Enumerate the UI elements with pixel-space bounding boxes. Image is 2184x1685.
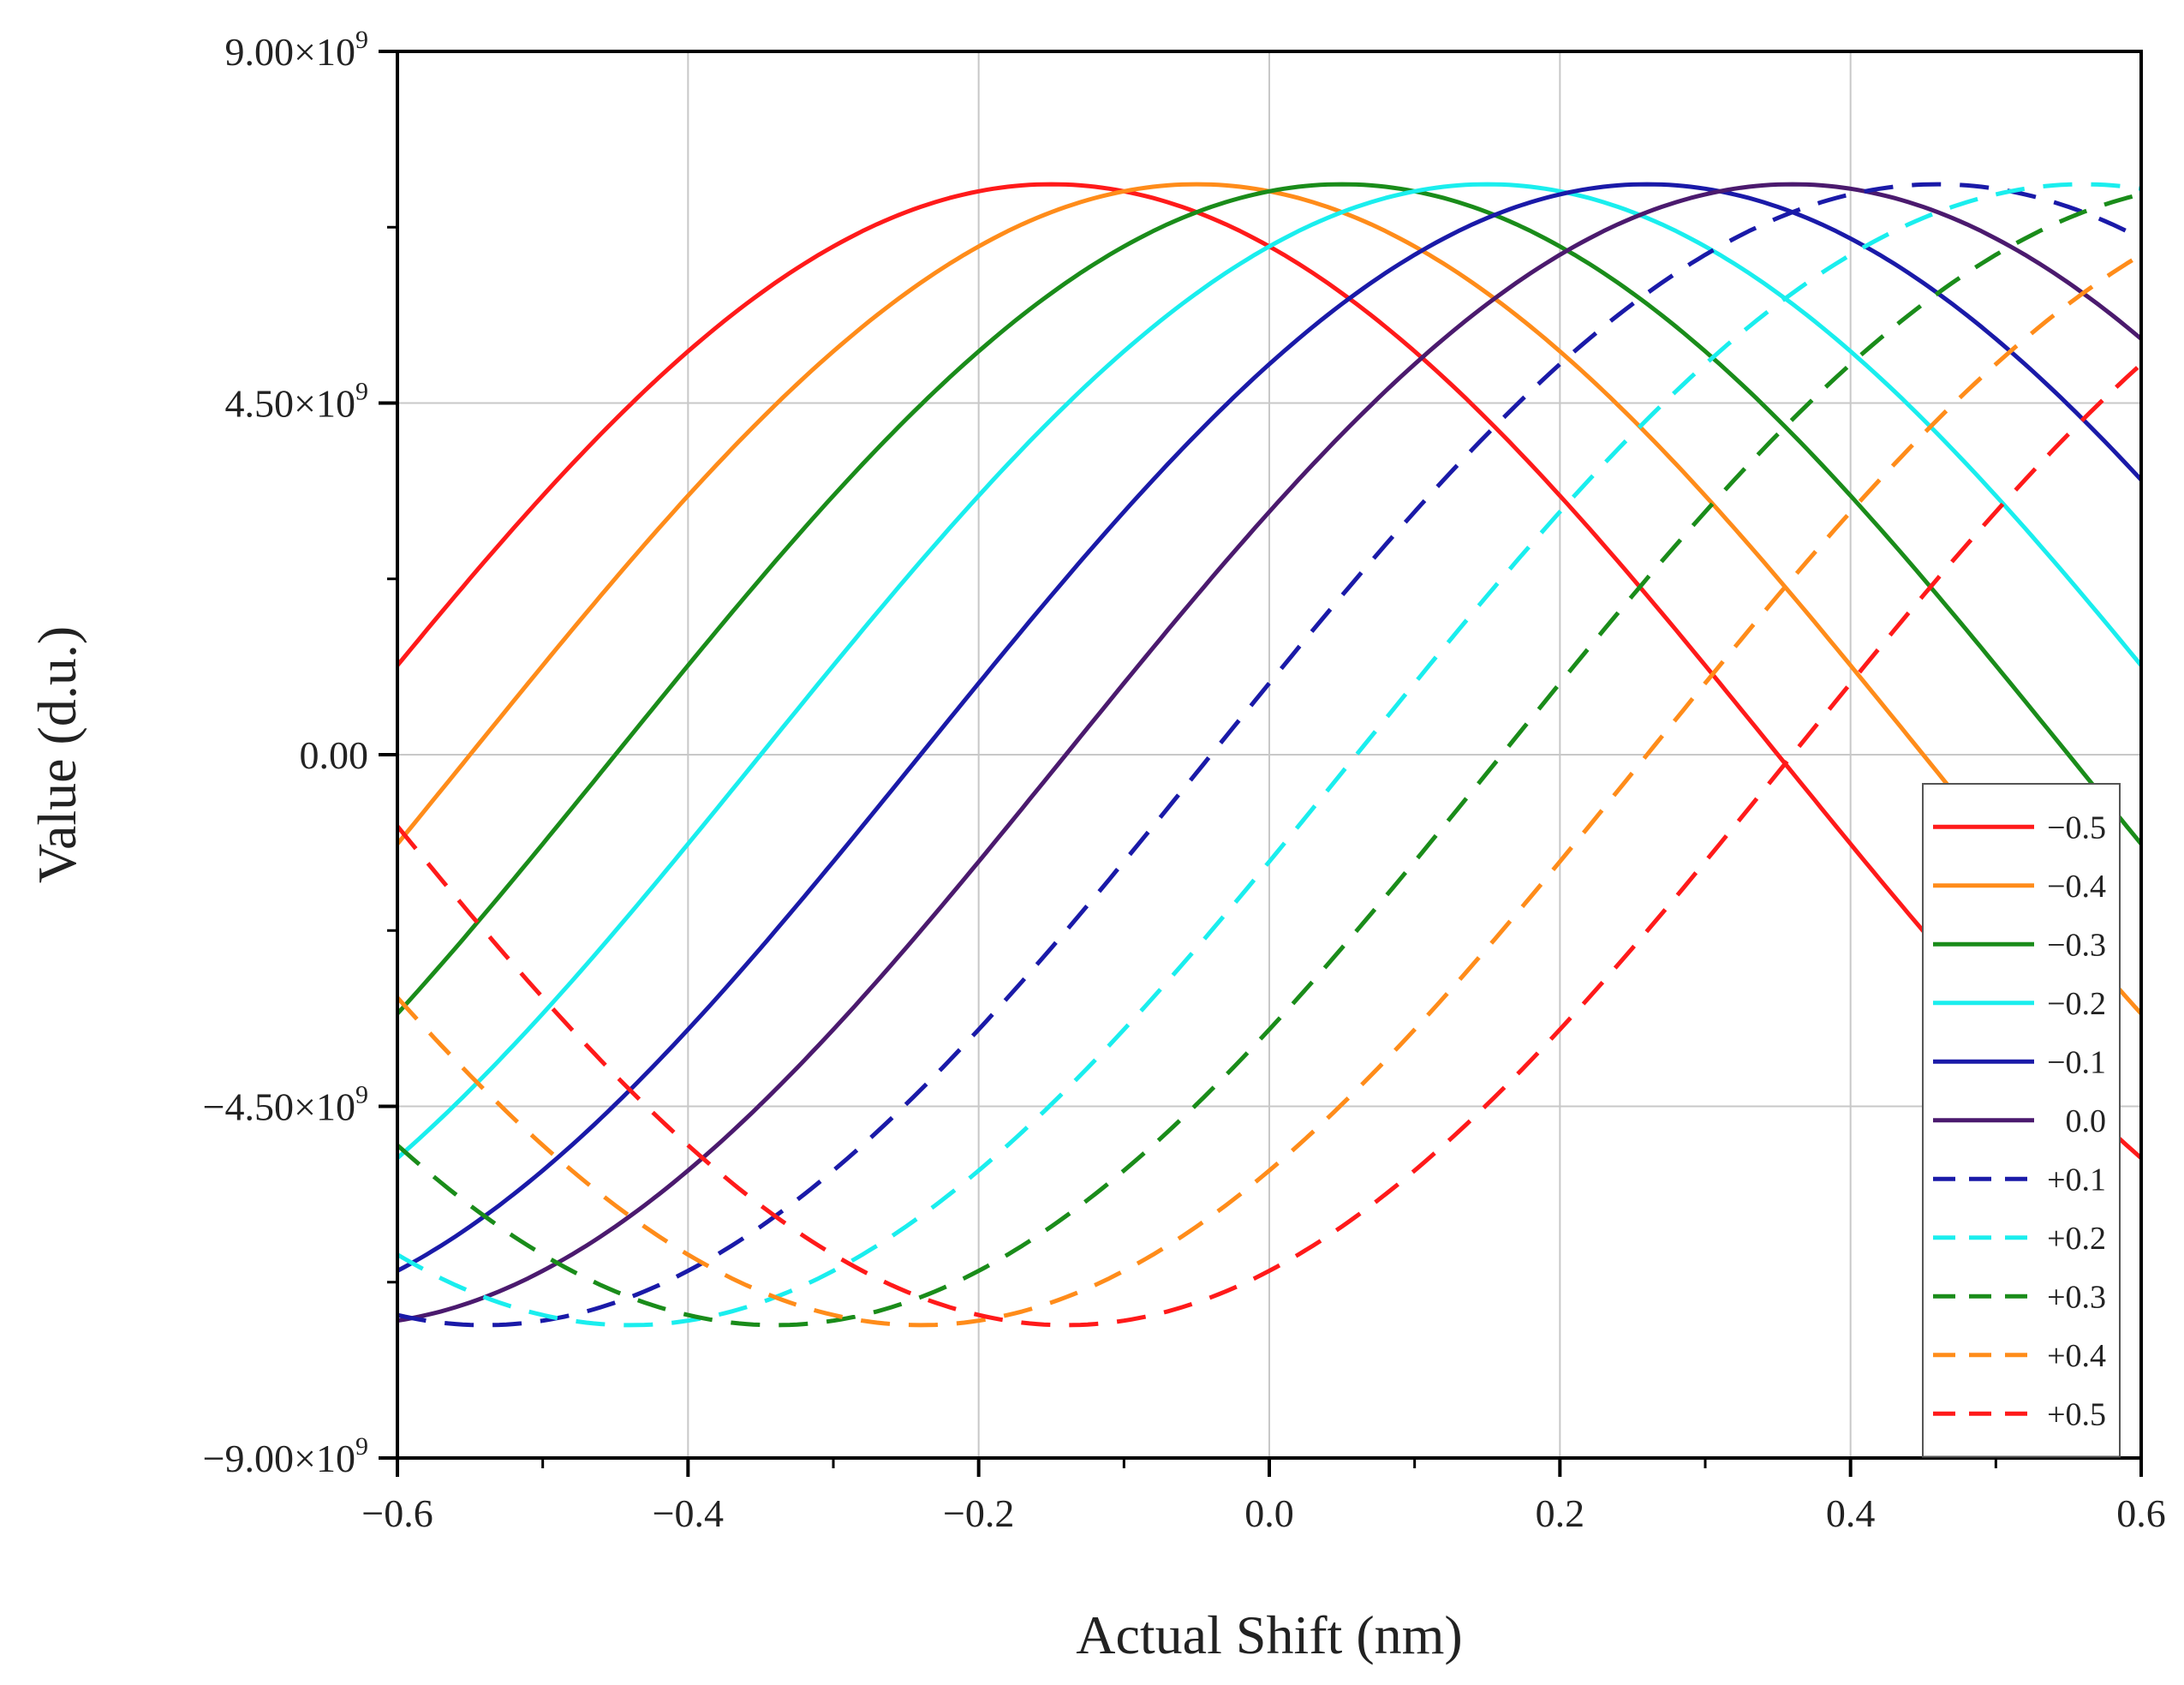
x-tick-label: 0.6 (2116, 1491, 2166, 1535)
x-tick-label: −0.4 (653, 1491, 724, 1535)
series-line (397, 182, 2141, 1273)
legend-label: +0.2 (2047, 1221, 2106, 1257)
y-tick-label: 0.00 (300, 733, 369, 777)
series-line (397, 182, 2141, 1328)
legend-label: +0.1 (2047, 1162, 2106, 1198)
y-tick-label: −4.50×109 (203, 1081, 368, 1129)
series-layer (397, 182, 2141, 1328)
y-tick-label: −9.00×109 (203, 1432, 368, 1480)
x-tick-label: 0.0 (1244, 1491, 1294, 1535)
legend-label: 0.0 (2066, 1103, 2107, 1139)
grid (397, 51, 2141, 1458)
legend-label: −0.2 (2047, 986, 2106, 1022)
x-tick-label: 0.4 (1826, 1491, 1876, 1535)
ticks: −0.6 −0.4 −0.2 0.0 0.2 0.4 0.6 9.00×109 4.50×109… (203, 26, 2166, 1535)
series-line (397, 182, 2141, 1015)
x-tick-label: −0.2 (943, 1491, 1014, 1535)
series-line (397, 362, 2141, 1328)
x-axis-title: Actual Shift (nm) (1076, 1604, 1462, 1665)
y-tick-label: 9.00×109 (225, 26, 368, 74)
legend-label: +0.5 (2047, 1396, 2106, 1432)
legend-label: −0.1 (2047, 1044, 2106, 1080)
legend: −0.5 −0.4 −0.3 −0.2 −0.1 0.0 +0.1 +0.2 +0.3 +0.4 +… (1922, 783, 2121, 1458)
legend-label: +0.4 (2047, 1338, 2106, 1374)
series-line (397, 182, 2141, 1324)
y-axis-title: Value (d.u.) (27, 626, 87, 883)
x-tick-label: 0.2 (1536, 1491, 1585, 1535)
legend-label: −0.4 (2047, 869, 2106, 905)
series-line (397, 182, 2141, 1160)
series-line (397, 253, 2141, 1328)
y-tick-label: 4.50×109 (225, 378, 368, 426)
series-line (397, 182, 2141, 1328)
x-tick-label: −0.6 (361, 1491, 433, 1535)
legend-label: −0.5 (2047, 810, 2106, 845)
legend-label: −0.3 (2047, 927, 2106, 963)
legend-label: +0.3 (2047, 1279, 2106, 1315)
series-line (397, 192, 2141, 1328)
